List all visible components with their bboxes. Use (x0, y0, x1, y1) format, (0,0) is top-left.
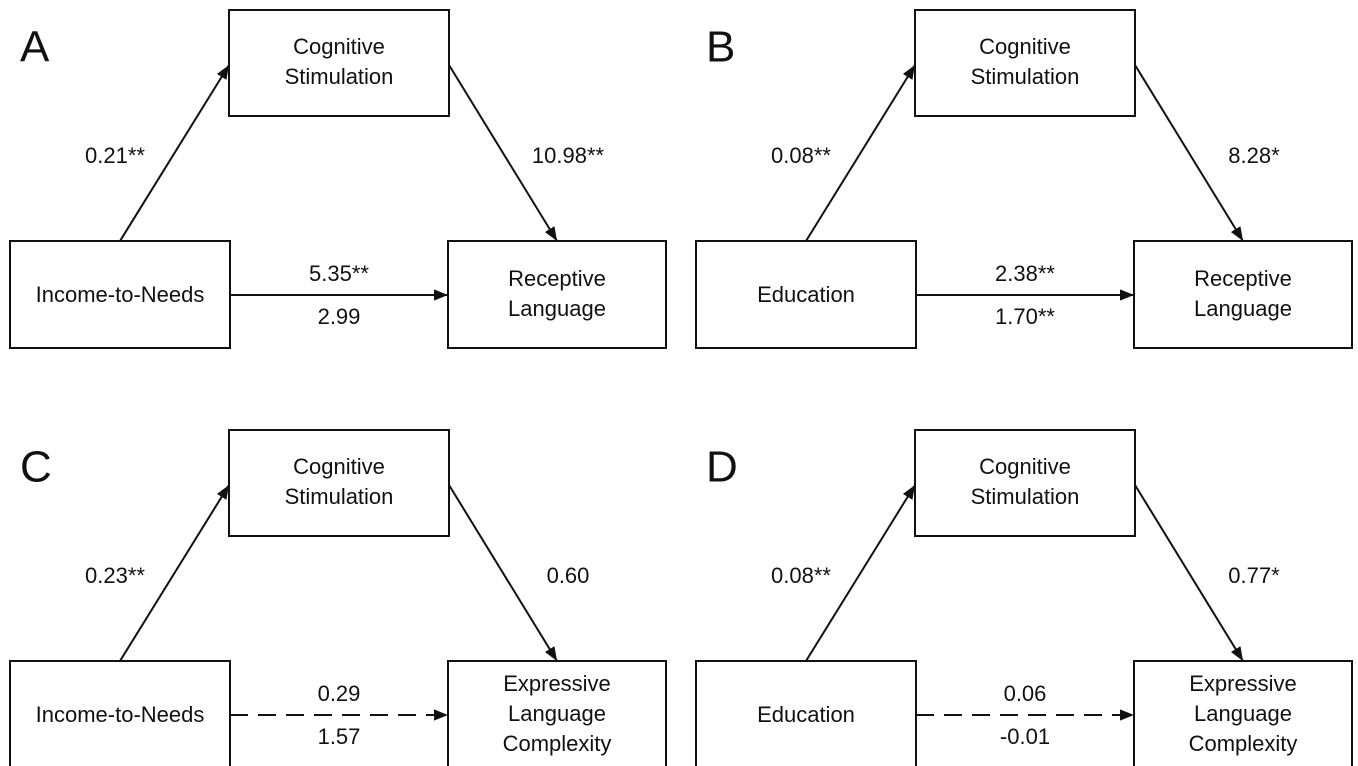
outcome-box (447, 660, 667, 766)
outcome-label: Language (1194, 296, 1292, 321)
path-c-prime-label: 2.99 (318, 304, 361, 329)
path-c-label: 5.35** (309, 261, 369, 286)
panel-letter: B (706, 23, 735, 72)
mediator-box (914, 9, 1136, 117)
path-a (805, 64, 916, 242)
outcome-label: Language (1194, 701, 1292, 726)
path-a-label: 0.21** (85, 143, 145, 168)
path-b-label: 10.98** (532, 143, 605, 168)
outcome-label: Expressive (1189, 671, 1297, 696)
predictor-box (695, 660, 917, 766)
outcome-box (447, 240, 667, 349)
path-b (1134, 64, 1244, 242)
predictor-box (695, 240, 917, 349)
path-a-label: 0.08** (771, 563, 831, 588)
mediator-box (228, 9, 450, 117)
path-b-label: 0.77* (1228, 563, 1280, 588)
outcome-label: Receptive (508, 266, 606, 291)
mediator-box (228, 429, 450, 537)
path-c-prime-label: 1.70** (995, 304, 1055, 329)
panel-letter: C (20, 443, 52, 492)
outcome-label: Receptive (1194, 266, 1292, 291)
path-b (1134, 484, 1244, 662)
path-a (805, 484, 916, 662)
outcome-box (1133, 240, 1353, 349)
mediator-label: Stimulation (971, 484, 1080, 509)
mediator-label: Cognitive (979, 454, 1071, 479)
path-a (119, 484, 230, 662)
mediator-label: Cognitive (979, 34, 1071, 59)
predictor-label: Education (757, 282, 855, 307)
path-a-label: 0.23** (85, 563, 145, 588)
path-c-label: 0.06 (1004, 681, 1047, 706)
mediation-panel: A Income-to-Needs Cognitive Stimulation Rece… (9, 9, 667, 349)
mediation-panel: B Education Cognitive Stimulation Receptive L… (695, 9, 1353, 349)
outcome-label: Complexity (503, 731, 612, 756)
predictor-box (9, 660, 231, 766)
mediator-label: Stimulation (285, 64, 394, 89)
panel-letter: A (20, 23, 50, 72)
path-b (448, 484, 558, 662)
panel-letter: D (706, 443, 738, 492)
path-b-label: 8.28* (1228, 143, 1280, 168)
path-c-prime-label: -0.01 (1000, 724, 1050, 749)
outcome-label: Language (508, 296, 606, 321)
outcome-box (1133, 660, 1353, 766)
path-c-label: 0.29 (318, 681, 361, 706)
path-b-label: 0.60 (547, 563, 590, 588)
path-a-label: 0.08** (771, 143, 831, 168)
predictor-box (9, 240, 231, 349)
mediator-label: Stimulation (285, 484, 394, 509)
path-c-label: 2.38** (995, 261, 1055, 286)
mediation-panel: C Income-to-Needs Cognitive Stimulation Expr… (9, 429, 667, 766)
outcome-label: Complexity (1189, 731, 1298, 756)
mediator-label: Cognitive (293, 34, 385, 59)
outcome-label: Language (508, 701, 606, 726)
predictor-label: Education (757, 702, 855, 727)
path-c-prime-label: 1.57 (318, 724, 361, 749)
mediation-panel: D Education Cognitive Stimulation Expressive… (695, 429, 1353, 766)
predictor-label: Income-to-Needs (36, 702, 205, 727)
predictor-label: Income-to-Needs (36, 282, 205, 307)
mediator-label: Cognitive (293, 454, 385, 479)
path-b (448, 64, 558, 242)
mediator-label: Stimulation (971, 64, 1080, 89)
mediator-box (914, 429, 1136, 537)
path-a (119, 64, 230, 242)
outcome-label: Expressive (503, 671, 611, 696)
